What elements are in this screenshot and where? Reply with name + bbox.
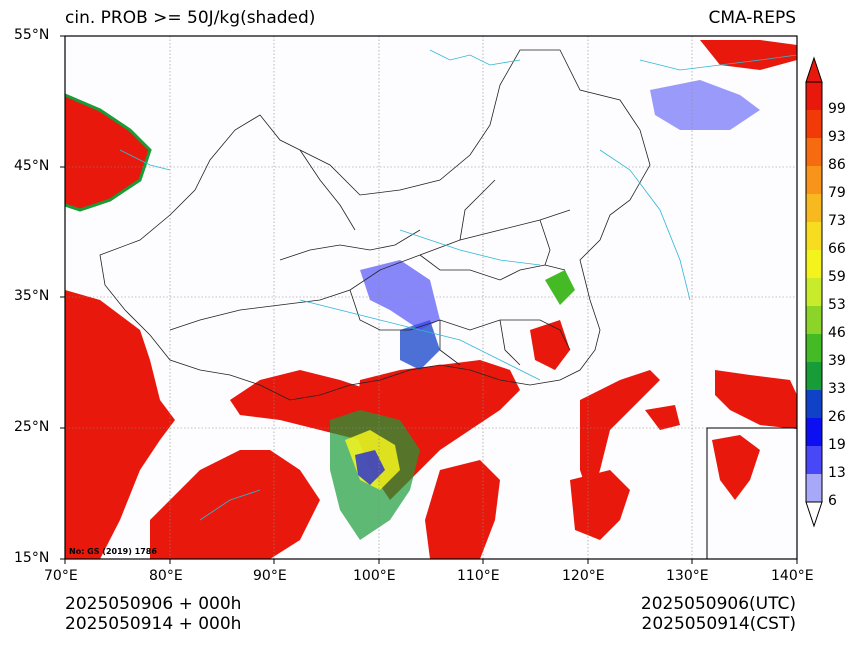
colorbar-label: 19 <box>828 437 846 453</box>
lat-label-25: 25°N <box>14 419 50 435</box>
lat-label-55: 55°N <box>14 27 50 43</box>
colorbar-label: 66 <box>828 241 846 257</box>
shade-west <box>65 290 175 559</box>
colorbar-label: 26 <box>828 409 846 425</box>
map-review-number: No: GS (2019) 1786 <box>69 547 157 556</box>
lon-label-100: 100°E <box>353 568 396 584</box>
lat-label-15: 15°N <box>14 550 50 566</box>
lon-label-90: 90°E <box>253 568 287 584</box>
footer-cst-valid: 2025050914(CST) <box>641 614 796 634</box>
china-border <box>99 49 651 401</box>
colorbar-label: 79 <box>828 185 846 201</box>
colorbar-segment <box>806 250 822 278</box>
shade-philippine-sea <box>570 470 630 540</box>
colorbar-extend-max <box>805 56 823 83</box>
lon-tickmarks <box>64 559 798 564</box>
colorbar-label: 39 <box>828 353 846 369</box>
colorbar-segment <box>806 418 822 446</box>
shade-pacific-mid <box>645 405 680 430</box>
shade-inset-red <box>712 435 760 500</box>
colorbar-label: 59 <box>828 269 846 285</box>
rivers-coast <box>119 49 797 521</box>
colorbar-segment <box>806 474 822 502</box>
colorbar-segment <box>806 166 822 194</box>
colorbar-segment <box>806 82 822 110</box>
colorbar-label: 86 <box>828 157 846 173</box>
colorbar-label: 6 <box>828 493 837 509</box>
lon-label-80: 80°E <box>149 568 183 584</box>
colorbar-segment <box>806 194 822 222</box>
shade-northeast-red <box>700 40 797 70</box>
shade-northeast-blue <box>650 80 760 130</box>
model-name: CMA-REPS <box>708 8 796 28</box>
colorbar-label: 93 <box>828 129 846 145</box>
shade-north-china-blue <box>360 260 440 330</box>
footer-init-times: 2025050906 + 000h 2025050914 + 000h <box>65 594 241 634</box>
lon-label-70: 70°E <box>44 568 78 584</box>
colorbar-label: 99 <box>828 101 846 117</box>
colorbar-segment <box>806 110 822 138</box>
lat-label-35: 35°N <box>14 288 50 304</box>
colorbar-label: 46 <box>828 325 846 341</box>
lon-label-130: 130°E <box>666 568 709 584</box>
colorbar-label: 73 <box>828 213 846 229</box>
colorbar-segment <box>806 446 822 474</box>
colorbar-extend-min <box>805 501 823 528</box>
chart-title: cin. PROB >= 50J/kg(shaded) <box>65 8 316 28</box>
shade-indochina-blue <box>355 450 385 485</box>
shade-pacific-east <box>715 370 797 429</box>
lon-label-110: 110°E <box>457 568 500 584</box>
colorbar-label: 53 <box>828 297 846 313</box>
colorbar-label: 13 <box>828 465 846 481</box>
shade-north-china-green <box>545 270 575 305</box>
lat-tickmarks <box>60 35 65 560</box>
shaded-probability-areas <box>65 40 797 559</box>
colorbar-segment <box>806 306 822 334</box>
colorbar-segment <box>806 362 822 390</box>
shade-indian-ocean <box>150 450 320 559</box>
footer-utc-valid: 2025050906(UTC) <box>640 594 796 614</box>
colorbar-segment <box>806 390 822 418</box>
colorbar-label: 33 <box>828 381 846 397</box>
lon-label-120: 120°E <box>562 568 605 584</box>
colorbar-segment <box>806 138 822 166</box>
colorbar-segment <box>806 222 822 250</box>
shade-northwest-edge <box>65 93 152 212</box>
colorbar-frame <box>805 81 823 503</box>
colorbar-segment <box>806 334 822 362</box>
footer-valid-times: 2025050906(UTC) 2025050914(CST) <box>641 594 796 634</box>
colorbar-segment <box>806 278 822 306</box>
shade-south-sea <box>425 460 500 559</box>
lon-label-140: 140°E <box>771 568 814 584</box>
shade-taiwan-east <box>580 370 660 500</box>
footer-cst-init: 2025050914 + 000h <box>65 614 242 634</box>
colorbar <box>805 56 823 528</box>
footer-utc-init: 2025050906 + 000h <box>65 594 242 614</box>
shade-sichuan <box>530 320 570 370</box>
gridlines <box>65 36 797 559</box>
shade-northwest <box>65 95 150 210</box>
lat-label-45: 45°N <box>14 158 50 174</box>
